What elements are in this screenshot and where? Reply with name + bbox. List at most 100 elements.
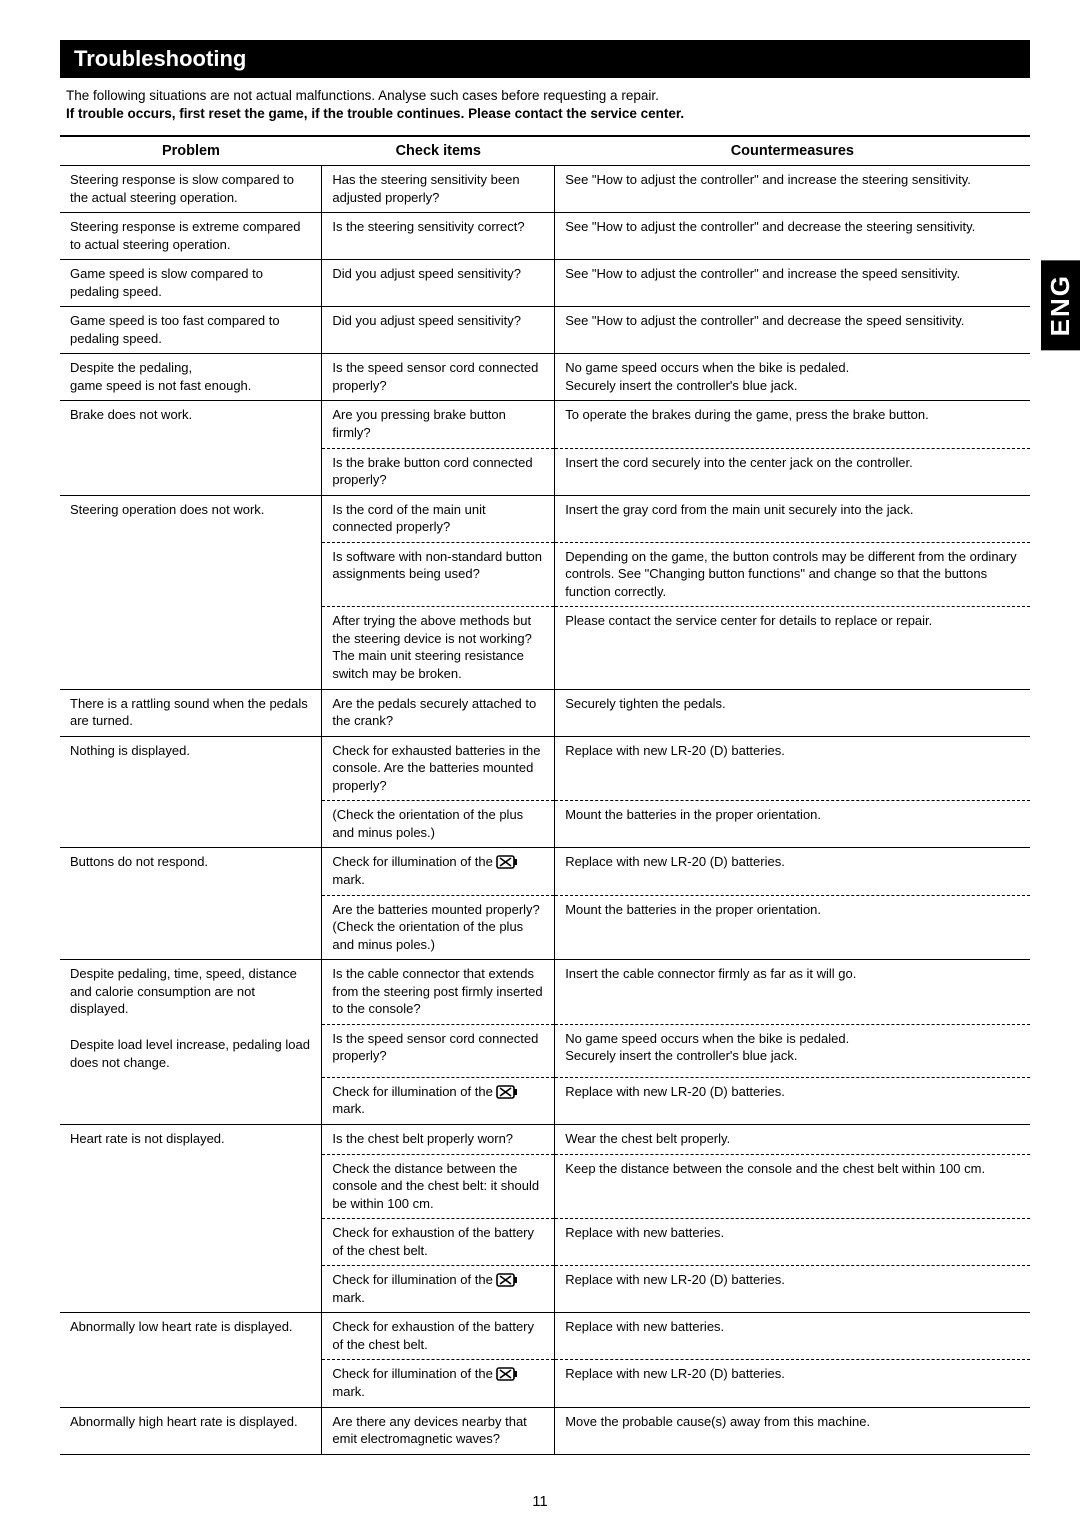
cell-check: Is the speed sensor cord connected prope… — [322, 354, 555, 401]
cell-check: Is the speed sensor cord connected prope… — [322, 1024, 555, 1077]
cell-check: Are the pedals securely attached to the … — [322, 689, 555, 736]
cell-problem: There is a rattling sound when the pedal… — [60, 689, 322, 736]
cell-check: Check the distance between the console a… — [322, 1154, 555, 1219]
cell-check: Did you adjust speed sensitivity? — [322, 307, 555, 354]
table-row: Is the brake button cord connected prope… — [60, 448, 1030, 495]
cell-counter: Mount the batteries in the proper orient… — [555, 895, 1030, 960]
cell-problem: Heart rate is not displayed. — [60, 1124, 322, 1154]
table-row: Check for illumination of the mark.Repla… — [60, 1266, 1030, 1313]
cell-problem — [60, 1266, 322, 1313]
cell-check: Check for exhaustion of the battery of t… — [322, 1219, 555, 1266]
cell-check: Check for illumination of the mark. — [322, 848, 555, 895]
cell-check: Is the cord of the main unit connected p… — [322, 495, 555, 542]
cell-check: Check for exhaustion of the battery of t… — [322, 1313, 555, 1360]
table-body: Steering response is slow compared to th… — [60, 166, 1030, 1455]
cell-check: Are the batteries mounted properly? (Che… — [322, 895, 555, 960]
cell-counter: No game speed occurs when the bike is pe… — [555, 1024, 1030, 1077]
cell-problem: Nothing is displayed. — [60, 736, 322, 801]
cell-check: Check for illumination of the mark. — [322, 1360, 555, 1407]
cell-check: Check for illumination of the mark. — [322, 1266, 555, 1313]
cell-counter: Wear the chest belt properly. — [555, 1124, 1030, 1154]
cell-counter: See "How to adjust the controller" and d… — [555, 307, 1030, 354]
table-row: Check for exhaustion of the battery of t… — [60, 1219, 1030, 1266]
cell-problem — [60, 1077, 322, 1124]
cell-counter: Replace with new LR-20 (D) batteries. — [555, 848, 1030, 895]
cell-problem — [60, 801, 322, 848]
cell-problem — [60, 895, 322, 960]
cell-counter: See "How to adjust the controller" and i… — [555, 260, 1030, 307]
cell-counter: Replace with new LR-20 (D) batteries. — [555, 736, 1030, 801]
cell-counter: Move the probable cause(s) away from thi… — [555, 1407, 1030, 1454]
cell-check: Are there any devices nearby that emit e… — [322, 1407, 555, 1454]
intro-bold-text: If trouble occurs, first reset the game,… — [66, 106, 1030, 121]
cell-problem: Steering response is slow compared to th… — [60, 166, 322, 213]
table-row: Nothing is displayed.Check for exhausted… — [60, 736, 1030, 801]
cell-counter: See "How to adjust the controller" and d… — [555, 213, 1030, 260]
intro-text: The following situations are not actual … — [66, 88, 1030, 103]
cell-counter: Replace with new LR-20 (D) batteries. — [555, 1077, 1030, 1124]
table-row: Game speed is too fast compared to pedal… — [60, 307, 1030, 354]
cell-check: Has the steering sensitivity been adjust… — [322, 166, 555, 213]
table-row: Buttons do not respond.Check for illumin… — [60, 848, 1030, 895]
language-tab: ENG — [1041, 260, 1080, 350]
table-row: Is software with non-standard button ass… — [60, 542, 1030, 607]
cell-check: Did you adjust speed sensitivity? — [322, 260, 555, 307]
table-row: Brake does not work.Are you pressing bra… — [60, 401, 1030, 448]
cell-counter: Insert the cord securely into the center… — [555, 448, 1030, 495]
cell-problem — [60, 607, 322, 689]
table-row: After trying the above methods but the s… — [60, 607, 1030, 689]
battery-mark-icon — [496, 855, 518, 869]
table-row: Check for illumination of the mark.Repla… — [60, 1360, 1030, 1407]
cell-check: Is the cable connector that extends from… — [322, 960, 555, 1025]
cell-check: Is the chest belt properly worn? — [322, 1124, 555, 1154]
cell-counter: Securely tighten the pedals. — [555, 689, 1030, 736]
cell-problem: Abnormally high heart rate is displayed. — [60, 1407, 322, 1454]
cell-counter: Replace with new batteries. — [555, 1313, 1030, 1360]
cell-counter: Insert the cable connector firmly as far… — [555, 960, 1030, 1025]
table-row: Despite the pedaling, game speed is not … — [60, 354, 1030, 401]
table-row: Are the batteries mounted properly? (Che… — [60, 895, 1030, 960]
cell-check: Are you pressing brake button firmly? — [322, 401, 555, 448]
cell-counter: Depending on the game, the button contro… — [555, 542, 1030, 607]
cell-counter: See "How to adjust the controller" and i… — [555, 166, 1030, 213]
cell-problem: Buttons do not respond. — [60, 848, 322, 895]
cell-problem — [60, 448, 322, 495]
table-row: (Check the orientation of the plus and m… — [60, 801, 1030, 848]
cell-check: Is software with non-standard button ass… — [322, 542, 555, 607]
cell-counter: Replace with new LR-20 (D) batteries. — [555, 1266, 1030, 1313]
cell-problem: Steering operation does not work. — [60, 495, 322, 542]
cell-check: Is the brake button cord connected prope… — [322, 448, 555, 495]
battery-mark-icon — [496, 1367, 518, 1381]
table-row: Steering response is extreme compared to… — [60, 213, 1030, 260]
table-row: Check the distance between the console a… — [60, 1154, 1030, 1219]
table-row: Abnormally low heart rate is displayed.C… — [60, 1313, 1030, 1360]
cell-counter: No game speed occurs when the bike is pe… — [555, 354, 1030, 401]
table-row: Game speed is slow compared to pedaling … — [60, 260, 1030, 307]
table-row: Despite load level increase, pedaling lo… — [60, 1024, 1030, 1077]
cell-counter: Replace with new batteries. — [555, 1219, 1030, 1266]
cell-problem: Abnormally low heart rate is displayed. — [60, 1313, 322, 1360]
page-number: 11 — [0, 1493, 1080, 1510]
table-header-row: Problem Check items Countermeasures — [60, 136, 1030, 166]
table-row: Steering response is slow compared to th… — [60, 166, 1030, 213]
cell-problem: Despite the pedaling, game speed is not … — [60, 354, 322, 401]
cell-check: Check for exhausted batteries in the con… — [322, 736, 555, 801]
cell-problem: Game speed is too fast compared to pedal… — [60, 307, 322, 354]
cell-problem — [60, 1154, 322, 1219]
cell-counter: Replace with new LR-20 (D) batteries. — [555, 1360, 1030, 1407]
cell-problem: Brake does not work. — [60, 401, 322, 448]
header-check: Check items — [322, 136, 555, 166]
table-row: Steering operation does not work.Is the … — [60, 495, 1030, 542]
table-row: Heart rate is not displayed.Is the chest… — [60, 1124, 1030, 1154]
section-title: Troubleshooting — [60, 40, 1030, 78]
table-row: There is a rattling sound when the pedal… — [60, 689, 1030, 736]
cell-check: Check for illumination of the mark. — [322, 1077, 555, 1124]
header-problem: Problem — [60, 136, 322, 166]
table-row: Despite pedaling, time, speed, distance … — [60, 960, 1030, 1025]
cell-problem: Game speed is slow compared to pedaling … — [60, 260, 322, 307]
cell-counter: Please contact the service center for de… — [555, 607, 1030, 689]
cell-problem: Steering response is extreme compared to… — [60, 213, 322, 260]
troubleshooting-table: Problem Check items Countermeasures Stee… — [60, 135, 1030, 1455]
cell-check: After trying the above methods but the s… — [322, 607, 555, 689]
cell-problem — [60, 1219, 322, 1266]
